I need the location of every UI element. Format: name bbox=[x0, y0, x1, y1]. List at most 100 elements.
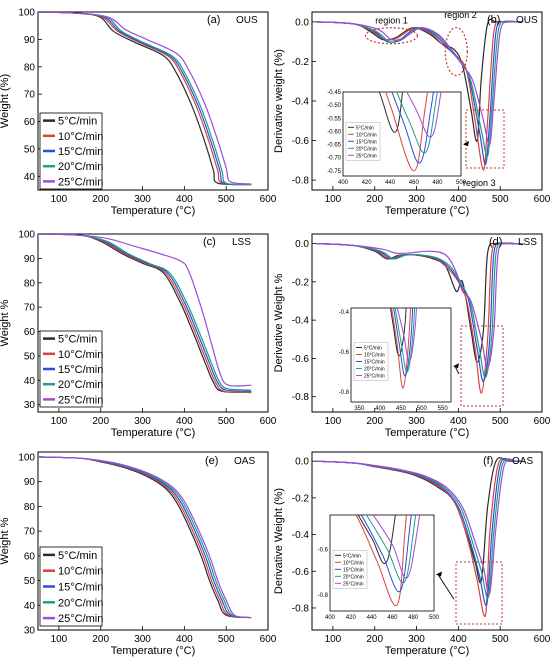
series-line bbox=[38, 234, 252, 394]
legend-label: 15°C/min bbox=[58, 146, 103, 158]
x-tick-label: 600 bbox=[260, 194, 277, 205]
y-axis-title: Weight (%) bbox=[0, 74, 11, 128]
zoom-arrow-head bbox=[436, 571, 442, 577]
x-tick-label: 300 bbox=[408, 416, 425, 427]
inset-panel: 400 420 440 460 480 500 -0.45 -0.50 -0.55 -0.60 -0… bbox=[327, 90, 469, 186]
series-line bbox=[38, 234, 252, 392]
inset-legend-label: 20°C/min bbox=[364, 366, 385, 372]
zoom-arrow bbox=[437, 574, 455, 600]
x-tick-label: 100 bbox=[325, 194, 342, 205]
y-tick-label: -0.8 bbox=[292, 392, 310, 403]
x-tick-label: 500 bbox=[492, 634, 509, 645]
x-axis-title: Temperature (°C) bbox=[111, 427, 195, 439]
x-tick-label: 100 bbox=[51, 194, 68, 205]
y-tick-label: 70 bbox=[24, 527, 36, 538]
panel-label: (b) bbox=[487, 14, 500, 26]
inset-legend-label: 15°C/min bbox=[364, 359, 385, 365]
y-tick-label: 50 bbox=[24, 144, 36, 155]
x-tick-label: 500 bbox=[218, 634, 235, 645]
legend-label: 5°C/min bbox=[58, 550, 97, 562]
y-tick-label: 30 bbox=[24, 626, 36, 637]
x-tick-label: 400 bbox=[176, 634, 193, 645]
series-line bbox=[316, 242, 524, 369]
y-tick-label: 100 bbox=[18, 8, 35, 19]
x-tick-label: 400 bbox=[450, 634, 467, 645]
legend-label: 20°C/min bbox=[58, 597, 103, 609]
inset-y-tick-label: -0.6 bbox=[339, 350, 350, 356]
y-tick-label: 60 bbox=[24, 551, 36, 562]
x-tick-label: 200 bbox=[92, 634, 109, 645]
x-tick-label: 200 bbox=[92, 416, 109, 427]
y-tick-label: 50 bbox=[24, 351, 36, 362]
y-tick-label: 40 bbox=[24, 376, 36, 387]
x-axis-title: Temperature (°C) bbox=[385, 427, 469, 439]
inset-legend-label: 10°C/min bbox=[343, 560, 364, 566]
x-tick-label: 500 bbox=[492, 194, 509, 205]
x-tick-label: 400 bbox=[450, 416, 467, 427]
panel-label: (e) bbox=[205, 455, 218, 467]
inset-legend-label: 5°C/min bbox=[356, 125, 374, 131]
zoom-arrow-head bbox=[453, 363, 459, 369]
y-tick-label: 100 bbox=[18, 230, 35, 241]
material-label: OUS bbox=[516, 15, 538, 26]
inset-y-tick-label: -0.75 bbox=[327, 169, 341, 175]
inset-panel: 350 400 450 500 550 -0.4 -0.6 -0.8 5°C/min10°C/m… bbox=[339, 307, 460, 412]
y-tick-label: -0.4 bbox=[292, 530, 310, 541]
series-line bbox=[316, 242, 522, 363]
y-tick-label: -0.4 bbox=[292, 97, 310, 108]
region-3-label: region 3 bbox=[463, 178, 496, 188]
panel-b: 100 200 300 400 500 600 0.0 -0.2 -0.4 -0.6 -0.8 Tem… bbox=[273, 10, 550, 217]
series-line bbox=[38, 234, 252, 391]
legend-label: 20°C/min bbox=[58, 379, 103, 391]
x-tick-label: 300 bbox=[408, 194, 425, 205]
inset-legend-label: 15°C/min bbox=[356, 139, 377, 145]
series-line bbox=[38, 234, 252, 387]
region-2-marker bbox=[444, 26, 468, 77]
material-label: OUS bbox=[236, 15, 258, 26]
series-line bbox=[316, 242, 524, 394]
zoom-arrow-head bbox=[463, 141, 469, 147]
x-tick-label: 600 bbox=[260, 634, 277, 645]
inset-y-tick-label: -0.6 bbox=[318, 547, 329, 553]
inset-y-tick-label: -0.8 bbox=[339, 390, 350, 396]
y-tick-label: -0.6 bbox=[292, 354, 310, 365]
inset-legend-label: 5°C/min bbox=[343, 553, 361, 559]
series-line bbox=[316, 458, 524, 596]
y-tick-label: -0.6 bbox=[292, 567, 310, 578]
x-tick-label: 300 bbox=[134, 634, 151, 645]
x-tick-label: 600 bbox=[534, 634, 550, 645]
y-axis-title: Derivative Weight % bbox=[273, 273, 285, 372]
x-tick-label: 600 bbox=[534, 416, 550, 427]
inset-x-tick-label: 500 bbox=[417, 406, 428, 412]
inset-x-tick-label: 550 bbox=[438, 406, 449, 412]
x-tick-label: 300 bbox=[134, 194, 151, 205]
y-tick-label: -0.2 bbox=[292, 277, 310, 288]
material-label: LSS bbox=[232, 237, 251, 248]
legend-label: 5°C/min bbox=[58, 116, 97, 128]
region-2-label: region 2 bbox=[444, 10, 477, 20]
y-tick-label: -0.2 bbox=[292, 493, 310, 504]
x-tick-label: 600 bbox=[534, 194, 550, 205]
inset-x-tick-label: 450 bbox=[396, 406, 407, 412]
zoom-arrow bbox=[454, 366, 460, 375]
x-tick-label: 500 bbox=[218, 416, 235, 427]
inset-legend-label: 20°C/min bbox=[343, 574, 364, 580]
series-line bbox=[38, 456, 252, 619]
x-axis-title: Temperature (°C) bbox=[385, 645, 469, 657]
y-axis-title: Weight % bbox=[0, 299, 11, 346]
inset-x-tick-label: 400 bbox=[375, 406, 386, 412]
y-tick-label: -0.8 bbox=[292, 176, 310, 187]
inset-panel: 400 420 440 460 480 500 -0.6 -0.8 5°C/min10°C/mi… bbox=[318, 514, 455, 621]
inset-y-tick-label: -0.8 bbox=[318, 593, 329, 599]
inset-x-tick-label: 480 bbox=[408, 615, 419, 621]
inset-x-tick-label: 500 bbox=[456, 180, 467, 186]
x-tick-label: 100 bbox=[325, 416, 342, 427]
x-tick-label: 200 bbox=[366, 634, 383, 645]
inset-legend-label: 20°C/min bbox=[356, 146, 377, 152]
inset-y-tick-label: -0.60 bbox=[327, 129, 341, 135]
y-axis-title: Derivative Weight (%) bbox=[273, 488, 285, 594]
inset-x-tick-label: 350 bbox=[354, 406, 365, 412]
x-tick-label: 300 bbox=[134, 416, 151, 427]
panel-d: 100 200 300 400 500 600 0.0 -0.2 -0.4 -0.6 -0.8 Tem… bbox=[273, 233, 550, 439]
